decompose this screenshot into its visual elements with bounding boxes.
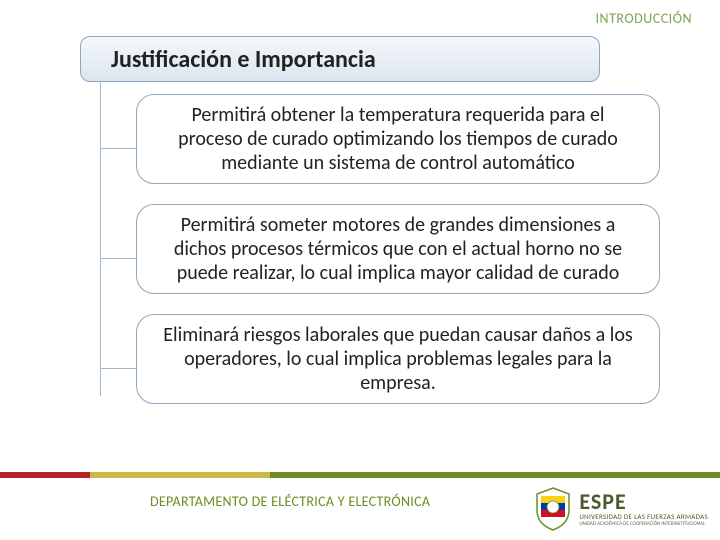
logo-text: ESPE UNIVERSIDAD DE LAS FUERZAS ARMADAS … [579,491,708,527]
title-box: Justificación e Importancia [80,36,600,82]
stripe-red [0,472,90,478]
h-connector-3 [100,368,136,369]
h-connector-2 [100,258,136,259]
footer-stripe [0,472,720,478]
stripe-green [270,472,720,478]
logo-name: ESPE [579,491,708,513]
bubble-2: Permitirá someter motores de grandes dim… [136,204,660,294]
bubble-3: Eliminará riesgos laborales que puedan c… [136,314,660,404]
logo: ESPE UNIVERSIDAD DE LAS FUERZAS ARMADAS … [533,486,708,532]
stripe-yellow [90,472,270,478]
shield-icon [533,486,573,532]
h-connector-1 [100,148,136,149]
bubble-1: Permitirá obtener la temperatura requeri… [136,94,660,184]
logo-subtitle: UNIVERSIDAD DE LAS FUERZAS ARMADAS [579,513,708,520]
section-label: INTRODUCCIÓN [596,10,692,27]
page-title: Justificación e Importancia [111,45,376,74]
vertical-connector [100,82,101,396]
logo-subtitle2: UNIDAD ACADÉMICA DE COOPERACIÓN INTERINS… [579,522,708,527]
department-label: DEPARTAMENTO DE ELÉCTRICA Y ELECTRÓNICA [150,493,430,510]
